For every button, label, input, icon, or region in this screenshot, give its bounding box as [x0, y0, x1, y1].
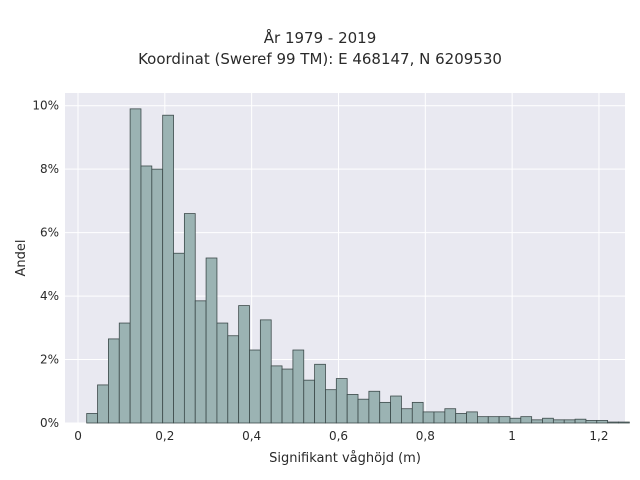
x-tick-label: 0,4	[242, 429, 261, 443]
histogram-bar	[379, 401, 391, 424]
histogram-bar	[542, 417, 554, 424]
y-tick-label: 2%	[40, 353, 59, 367]
histogram-bar	[108, 338, 120, 424]
histogram-bar	[173, 252, 185, 424]
x-tick-label: 1	[508, 429, 516, 443]
histogram-bar	[314, 363, 326, 424]
histogram-bar	[249, 349, 261, 424]
y-tick-label: 0%	[40, 416, 59, 430]
y-tick-label: 6%	[40, 226, 59, 240]
histogram-bar	[466, 411, 478, 424]
chart-subtitle: Koordinat (Sweref 99 TM): E 468147, N 62…	[138, 50, 502, 68]
histogram-bar	[422, 411, 435, 424]
x-tick-label: 0,8	[416, 429, 435, 443]
histogram-bar	[162, 114, 174, 424]
y-tick-label: 8%	[40, 162, 59, 176]
chart-title: År 1979 - 2019	[263, 29, 377, 47]
histogram-bar	[563, 419, 576, 424]
histogram-bar	[270, 365, 283, 424]
histogram-bar	[357, 398, 370, 424]
histogram-bar	[97, 384, 109, 424]
histogram-bar	[151, 168, 164, 424]
histogram-bar	[238, 305, 250, 424]
y-tick-label: 10%	[32, 99, 59, 113]
histogram-bar	[335, 378, 348, 424]
histogram-bar	[281, 368, 294, 424]
y-axis-label: Andel	[14, 240, 29, 277]
histogram-bar	[552, 419, 565, 424]
y-tick-label: 4%	[40, 289, 59, 303]
histogram-bar	[433, 411, 446, 424]
histogram-bars	[86, 108, 630, 424]
histogram-bar	[574, 418, 587, 424]
x-tick-label: 1,2	[589, 429, 608, 443]
histogram-bar	[86, 413, 98, 424]
histogram-bar	[194, 300, 207, 424]
histogram-bar	[205, 257, 218, 424]
histogram-bar	[411, 401, 424, 424]
histogram-bar	[227, 335, 240, 424]
histogram-bar	[531, 419, 543, 424]
x-tick-label: 0,6	[329, 429, 348, 443]
y-axis-ticks: 0% 2% 4% 6% 8% 10%	[32, 99, 59, 430]
histogram-bar	[129, 108, 142, 424]
histogram-bar	[487, 416, 500, 424]
histogram-bar	[216, 322, 229, 424]
histogram-bar	[346, 394, 359, 424]
histogram-bar	[325, 389, 337, 424]
histogram-bar	[585, 420, 598, 424]
histogram-bar	[140, 165, 153, 424]
histogram-bar	[183, 213, 196, 424]
x-axis-label: Signifikant våghöjd (m)	[269, 451, 421, 466]
x-axis-ticks: 0 0,2 0,4 0,6 0,8 1 1,2	[74, 429, 608, 443]
histogram-bar	[498, 416, 511, 424]
histogram-bar	[259, 319, 272, 424]
x-tick-label: 0,2	[155, 429, 174, 443]
histogram-bar	[292, 349, 305, 424]
histogram-bar	[368, 390, 381, 424]
histogram-bar	[390, 395, 402, 424]
histogram-bar	[477, 416, 489, 424]
histogram-bar	[596, 420, 609, 424]
histogram-bar	[520, 416, 533, 424]
histogram-bar	[303, 379, 316, 424]
x-tick-label: 0	[74, 429, 82, 443]
histogram-bar	[618, 421, 630, 424]
histogram-bar	[401, 408, 413, 424]
histogram-bar	[118, 322, 131, 424]
histogram-bar	[455, 413, 467, 424]
histogram-bar	[607, 421, 619, 424]
histogram-bar	[444, 408, 457, 424]
histogram-bar	[509, 417, 522, 424]
